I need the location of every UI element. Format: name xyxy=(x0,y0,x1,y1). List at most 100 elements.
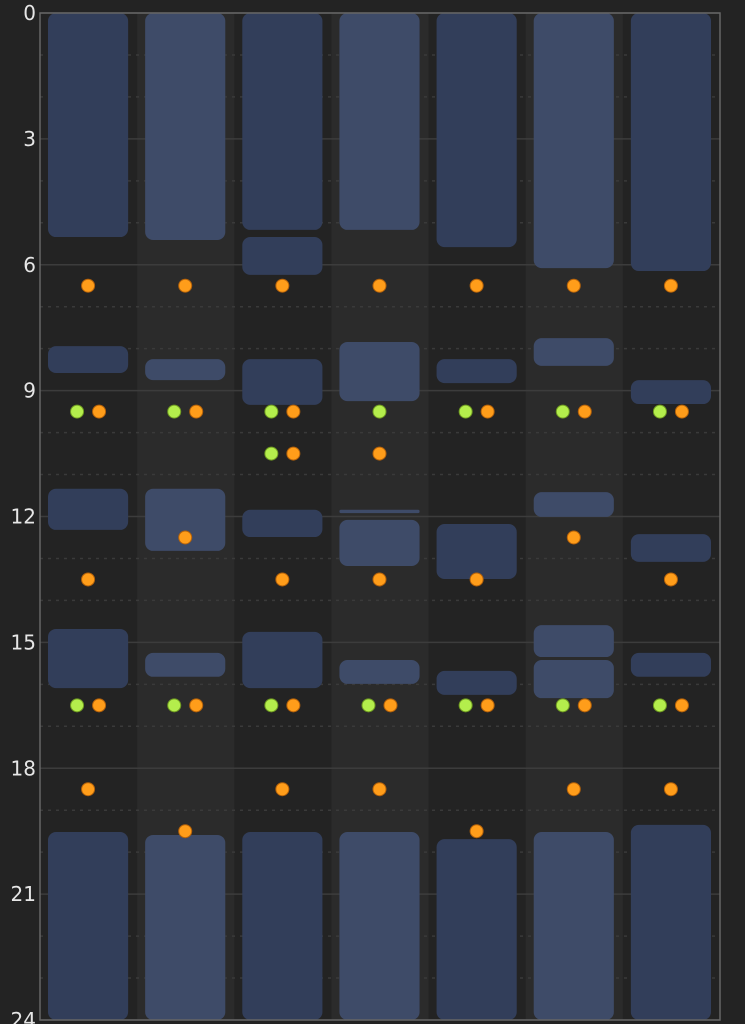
time-block-bar xyxy=(242,237,323,275)
y-tick-label: 9 xyxy=(23,379,36,403)
orange-event-dot xyxy=(178,824,193,839)
y-tick-label: 21 xyxy=(11,882,36,906)
orange-event-dot xyxy=(275,782,290,797)
time-block-bar xyxy=(630,380,711,405)
orange-event-dot xyxy=(566,278,581,293)
time-block-bar xyxy=(630,13,711,272)
time-block-bar xyxy=(242,631,323,689)
time-block-bar xyxy=(630,534,711,562)
y-tick-label: 12 xyxy=(11,505,36,529)
time-block-bar xyxy=(339,13,420,230)
orange-event-dot xyxy=(286,446,301,461)
time-block-bar xyxy=(48,13,129,238)
orange-event-dot xyxy=(178,278,193,293)
orange-event-dot xyxy=(189,404,204,419)
orange-event-dot xyxy=(372,782,387,797)
orange-event-dot xyxy=(663,782,678,797)
time-block-bar xyxy=(145,652,226,677)
time-block-bar xyxy=(339,341,420,402)
orange-event-dot xyxy=(577,404,592,419)
time-block-bar xyxy=(145,13,226,240)
time-block-bar xyxy=(242,509,323,538)
orange-event-dot xyxy=(286,698,301,713)
green-event-dot xyxy=(167,404,182,419)
green-event-dot xyxy=(555,698,570,713)
orange-event-dot xyxy=(663,278,678,293)
y-tick-label: 0 xyxy=(23,1,36,25)
y-tick-label: 18 xyxy=(11,756,36,780)
orange-event-dot xyxy=(577,698,592,713)
time-block-bar xyxy=(339,519,420,567)
orange-event-dot xyxy=(469,278,484,293)
orange-event-dot xyxy=(275,572,290,587)
green-event-dot xyxy=(372,404,387,419)
green-event-dot xyxy=(264,446,279,461)
time-block-bar xyxy=(533,492,614,517)
orange-event-dot xyxy=(92,404,107,419)
time-block-bar xyxy=(630,824,711,1020)
orange-event-dot xyxy=(480,698,495,713)
time-block-bar xyxy=(145,488,226,551)
green-event-dot xyxy=(167,698,182,713)
orange-event-dot xyxy=(480,404,495,419)
time-block-bar xyxy=(48,832,129,1020)
green-event-dot xyxy=(652,698,667,713)
orange-event-dot xyxy=(566,530,581,545)
orange-event-dot xyxy=(372,572,387,587)
time-block-bar xyxy=(436,13,517,248)
green-event-dot xyxy=(70,404,85,419)
green-event-dot xyxy=(70,698,85,713)
time-block-bar xyxy=(533,625,614,658)
time-block-bar xyxy=(242,832,323,1020)
time-block-bar xyxy=(145,359,226,381)
orange-event-dot xyxy=(275,278,290,293)
orange-event-dot xyxy=(372,278,387,293)
time-block-bar xyxy=(48,628,129,689)
orange-event-dot xyxy=(286,404,301,419)
orange-event-dot xyxy=(372,446,387,461)
green-event-dot xyxy=(361,698,376,713)
time-block-bar xyxy=(242,359,323,405)
y-tick-label: 6 xyxy=(23,253,36,277)
green-event-dot xyxy=(458,698,473,713)
time-block-bar xyxy=(145,834,226,1020)
orange-event-dot xyxy=(81,278,96,293)
orange-event-dot xyxy=(566,782,581,797)
green-event-dot xyxy=(458,404,473,419)
green-event-dot xyxy=(555,404,570,419)
orange-event-dot xyxy=(663,572,678,587)
time-block-bar xyxy=(242,13,323,230)
time-block-bar xyxy=(436,524,517,580)
green-event-dot xyxy=(264,404,279,419)
orange-event-dot xyxy=(383,698,398,713)
time-block-bar xyxy=(533,832,614,1020)
time-block-bar xyxy=(339,832,420,1020)
time-block-bar xyxy=(339,509,420,514)
time-block-bar xyxy=(533,659,614,699)
orange-event-dot xyxy=(92,698,107,713)
orange-event-dot xyxy=(178,530,193,545)
y-tick-label: 24 xyxy=(11,1008,36,1024)
orange-event-dot xyxy=(469,572,484,587)
green-event-dot xyxy=(264,698,279,713)
time-block-bar xyxy=(48,346,129,374)
y-tick-label: 3 xyxy=(23,127,36,151)
y-tick-label: 15 xyxy=(11,630,36,654)
time-block-bar xyxy=(533,338,614,366)
time-block-bar xyxy=(339,659,420,684)
time-block-bar xyxy=(630,652,711,677)
orange-event-dot xyxy=(674,698,689,713)
orange-event-dot xyxy=(674,404,689,419)
orange-event-dot xyxy=(189,698,204,713)
orange-event-dot xyxy=(81,572,96,587)
time-block-bar xyxy=(436,670,517,695)
orange-event-dot xyxy=(469,824,484,839)
time-block-bar xyxy=(436,839,517,1020)
time-block-bar xyxy=(436,359,517,384)
time-block-bar xyxy=(48,488,129,530)
plot-frame xyxy=(39,12,721,1021)
time-block-bar xyxy=(533,13,614,269)
orange-event-dot xyxy=(81,782,96,797)
green-event-dot xyxy=(652,404,667,419)
